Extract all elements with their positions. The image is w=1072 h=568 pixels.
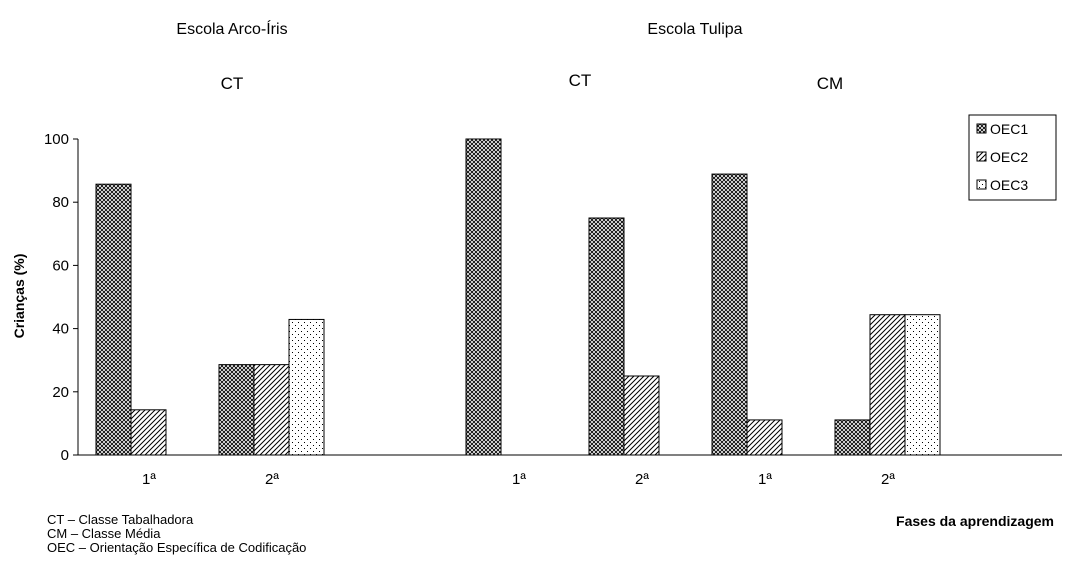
class-label-tulipa-cm: CM bbox=[817, 74, 843, 93]
bar-oec1 bbox=[711, 173, 748, 456]
y-tick-label: 0 bbox=[61, 447, 69, 464]
y-tick-label: 60 bbox=[52, 257, 69, 274]
bar-oec1 bbox=[465, 138, 502, 456]
class-label-tulipa-ct: CT bbox=[569, 71, 592, 90]
legend-swatch-oec2 bbox=[976, 151, 987, 162]
bar-oec1 bbox=[834, 419, 871, 456]
x-category-label: 1ª bbox=[512, 471, 526, 488]
y-tick-label: 100 bbox=[44, 131, 69, 148]
x-category-label: 1ª bbox=[758, 471, 772, 488]
note-cm: CM – Classe Média bbox=[47, 526, 161, 541]
bar-oec2 bbox=[869, 314, 906, 456]
legend-label-oec1: OEC1 bbox=[990, 121, 1028, 137]
x-axis-label: Fases da aprendizagem bbox=[896, 513, 1054, 529]
y-tick-label: 20 bbox=[52, 384, 69, 401]
legend-swatch-oec1 bbox=[976, 123, 987, 134]
x-category-labels: 1ª 2ª 1ª 2ª 1ª 2ª bbox=[142, 471, 895, 488]
bar-oec1 bbox=[588, 217, 625, 456]
legend: OEC1 OEC2 OEC3 bbox=[968, 114, 1057, 201]
bar-oec2 bbox=[130, 409, 167, 456]
school-title-tulipa: Escola Tulipa bbox=[647, 21, 742, 38]
bar-oec3 bbox=[904, 314, 941, 456]
note-oec: OEC – Orientação Específica de Codificaç… bbox=[47, 540, 307, 555]
note-ct: CT – Classe Tabalhadora bbox=[47, 512, 194, 527]
bar-oec2 bbox=[253, 364, 290, 456]
bar-oec2 bbox=[623, 375, 660, 456]
x-category-label: 2ª bbox=[881, 471, 895, 488]
y-axis-label: Crianças (%) bbox=[11, 254, 27, 339]
bar-oec3 bbox=[288, 318, 325, 456]
bar-oec2 bbox=[746, 419, 783, 456]
bars bbox=[95, 138, 941, 456]
y-ticks: 0 20 40 60 80 100 bbox=[44, 131, 78, 464]
bar-oec1 bbox=[95, 183, 132, 456]
legend-swatch-oec3 bbox=[976, 179, 987, 190]
legend-label-oec2: OEC2 bbox=[990, 149, 1028, 165]
x-category-label: 1ª bbox=[142, 471, 156, 488]
bar-oec1 bbox=[218, 364, 255, 456]
y-tick-label: 80 bbox=[52, 194, 69, 211]
x-category-label: 2ª bbox=[635, 471, 649, 488]
school-title-arco-iris: Escola Arco-Íris bbox=[176, 19, 287, 38]
legend-label-oec3: OEC3 bbox=[990, 177, 1028, 193]
abbreviation-notes: CT – Classe Tabalhadora CM – Classe Médi… bbox=[47, 513, 306, 555]
x-category-label: 2ª bbox=[265, 471, 279, 488]
y-tick-label: 40 bbox=[52, 321, 69, 338]
class-label-arco-ct: CT bbox=[221, 74, 244, 93]
